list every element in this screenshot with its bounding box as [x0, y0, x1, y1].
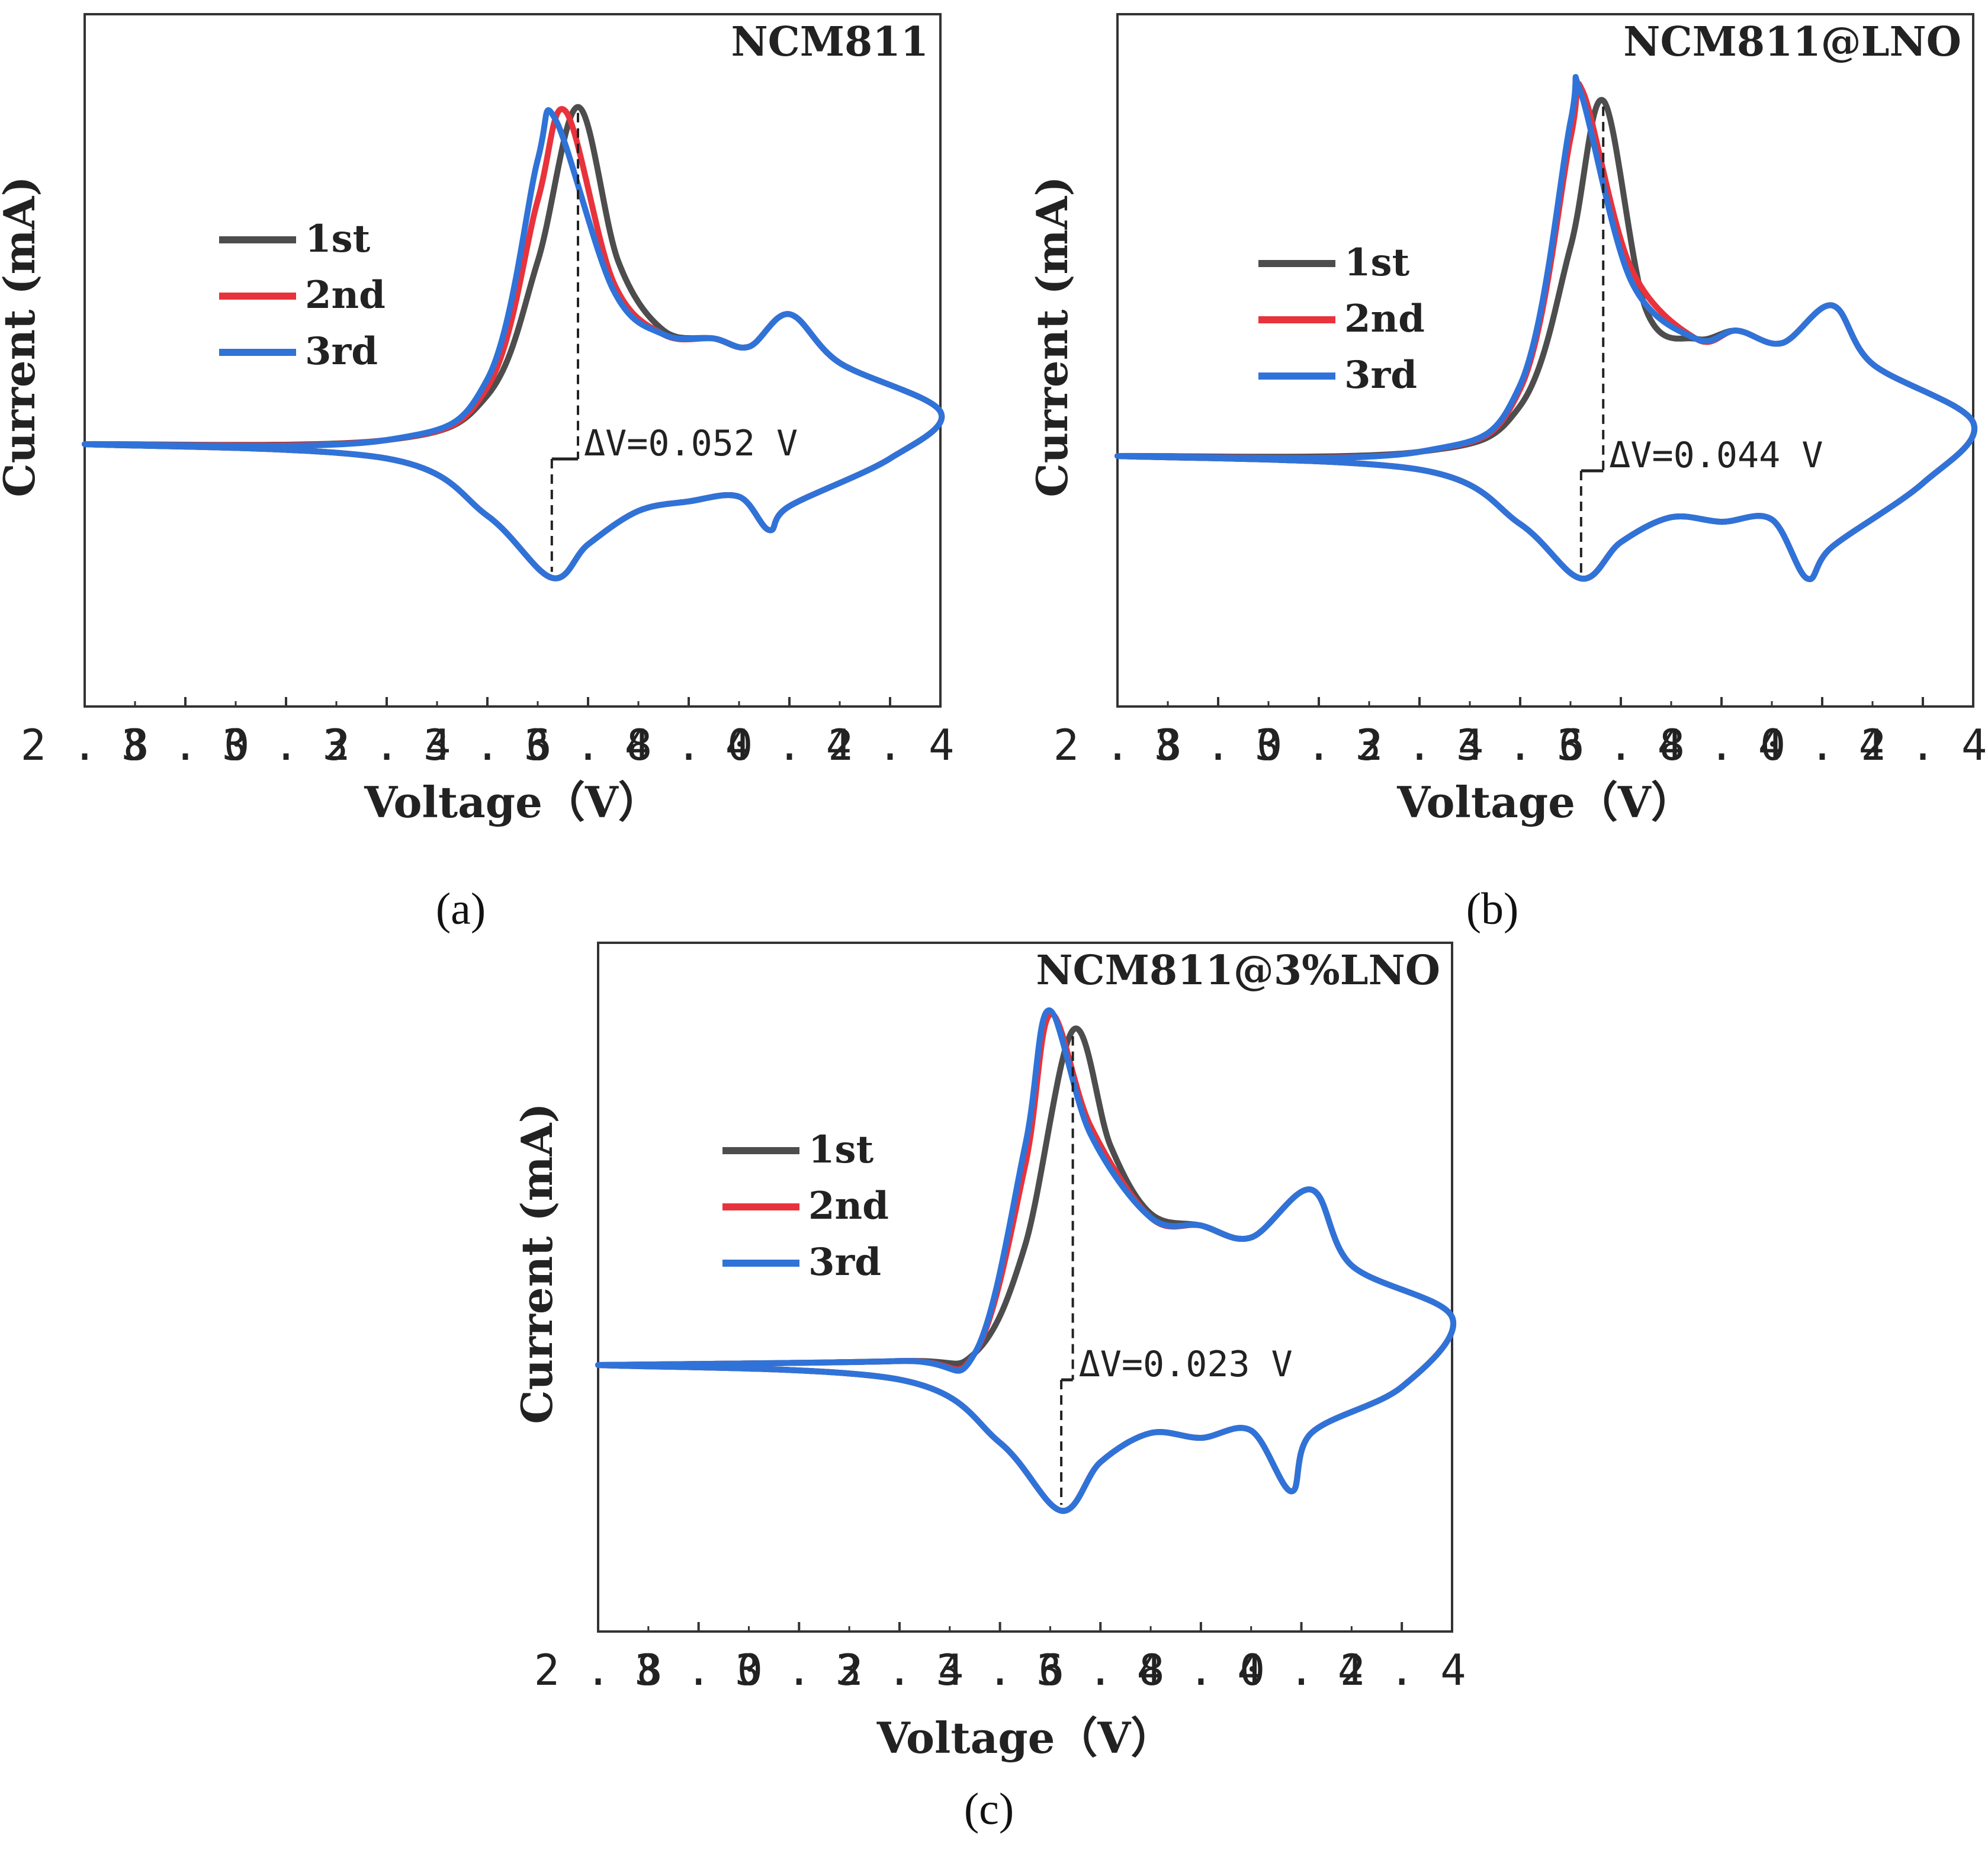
x-tick-label: 4 . 0: [625, 720, 753, 770]
x-tick-label: 2 . 8: [1054, 720, 1182, 770]
chart-panel-2: 2 . 83 . 03 . 23 . 43 . 63 . 84 . 04 . 2…: [1027, 13, 1987, 827]
x-tick-label: 4 . 4: [826, 720, 955, 770]
x-tick-label: 2 . 8: [21, 720, 149, 770]
x-axis-label: Voltage（V）: [364, 777, 661, 827]
legend-label-1st: 1st: [808, 1128, 874, 1172]
legend-label-3rd: 3rd: [808, 1240, 881, 1284]
x-tick-label: 4 . 4: [1338, 1645, 1466, 1695]
x-tick-label: 3 . 0: [634, 1645, 763, 1695]
series-line-3rd: [82, 107, 945, 582]
legend-label-2nd: 2nd: [1344, 297, 1425, 341]
x-tick-label: 4 . 4: [1859, 720, 1987, 770]
chart-panel-3: 2 . 83 . 03 . 23 . 43 . 63 . 84 . 04 . 2…: [512, 942, 1466, 1763]
series-line-1st: [595, 1025, 1456, 1514]
panel-label-1: (a): [436, 884, 486, 934]
panel-label-3: (c): [964, 1784, 1014, 1834]
chart-title: NCM811@LNO: [1623, 18, 1961, 66]
x-tick-label: 4 . 0: [1658, 720, 1786, 770]
x-tick-label: 3 . 8: [524, 720, 653, 770]
x-tick-label: 3 . 2: [222, 720, 351, 770]
legend-label-2nd: 2nd: [808, 1184, 889, 1228]
series-line-1st: [1115, 97, 1978, 582]
chart-title: NCM811: [731, 18, 929, 66]
delta-v-label: ΔV=0.044 V: [1609, 435, 1823, 476]
x-tick-label: 4 . 2: [1758, 720, 1887, 770]
x-tick-label: 4 . 2: [1237, 1645, 1366, 1695]
x-tick-label: 3 . 8: [1036, 1645, 1165, 1695]
x-tick-label: 3 . 6: [936, 1645, 1064, 1695]
x-tick-label: 3 . 4: [323, 720, 451, 770]
x-tick-label: 3 . 2: [735, 1645, 863, 1695]
series-line-2nd: [1115, 80, 1978, 582]
y-axis-label: Current (mA): [0, 176, 44, 497]
chart-panel-1: 2 . 83 . 03 . 23 . 43 . 63 . 84 . 04 . 2…: [0, 13, 955, 827]
legend-label-3rd: 3rd: [1344, 353, 1417, 397]
x-tick-label: 4 . 0: [1137, 1645, 1266, 1695]
plot-frame: [597, 942, 1453, 1633]
series-line-1st: [82, 104, 945, 582]
delta-v-label: ΔV=0.023 V: [1079, 1344, 1293, 1385]
x-tick-label: 3 . 4: [836, 1645, 964, 1695]
x-tick-label: 3 . 0: [1154, 720, 1283, 770]
legend-label-3rd: 3rd: [305, 329, 378, 374]
x-tick-label: 3 . 0: [121, 720, 250, 770]
x-tick-label: 3 . 6: [1456, 720, 1585, 770]
legend-label-1st: 1st: [305, 217, 371, 261]
x-axis-label: Voltage（V）: [1396, 777, 1694, 827]
x-tick-label: 3 . 4: [1356, 720, 1484, 770]
legend-label-1st: 1st: [1344, 240, 1410, 285]
legend-label-2nd: 2nd: [305, 273, 386, 317]
x-tick-label: 4 . 2: [725, 720, 854, 770]
plot-frame: [83, 13, 942, 708]
x-tick-label: 2 . 8: [534, 1645, 663, 1695]
series-line-3rd: [1115, 74, 1978, 582]
x-axis-label: Voltage（V）: [876, 1713, 1174, 1763]
chart-title: NCM811@3%LNO: [1036, 947, 1440, 994]
series-line-3rd: [595, 1007, 1456, 1514]
panel-label-2: (b): [1466, 884, 1519, 934]
x-tick-label: 3 . 6: [423, 720, 552, 770]
y-axis-label: Current (mA): [1027, 176, 1077, 497]
x-tick-label: 3 . 8: [1557, 720, 1685, 770]
y-axis-label: Current (mA): [512, 1103, 562, 1424]
plot-frame: [1116, 13, 1974, 708]
x-tick-label: 3 . 2: [1255, 720, 1383, 770]
delta-v-label: ΔV=0.052 V: [584, 423, 798, 464]
